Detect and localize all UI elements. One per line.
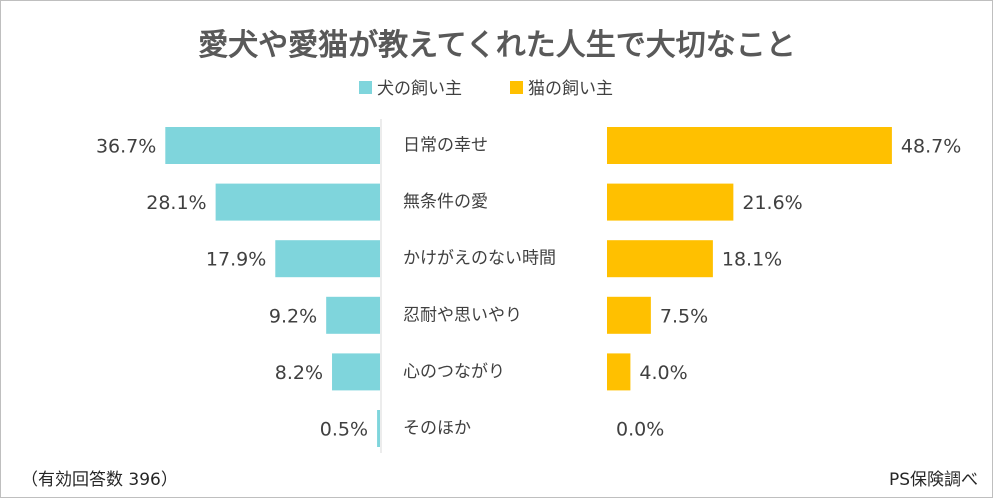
- cat-bar: [607, 296, 651, 334]
- category-label: かけがえのない時間: [403, 249, 556, 269]
- cat-bar: [607, 240, 713, 278]
- dog-value-label: 0.5%: [320, 419, 368, 441]
- dog-bar: [377, 410, 380, 447]
- cat-value-label: 4.0%: [639, 362, 687, 384]
- dog-value-label: 36.7%: [96, 136, 156, 158]
- dog-bar: [165, 127, 380, 164]
- category-label: そのほか: [403, 419, 471, 439]
- category-label: 忍耐や思いやり: [403, 305, 522, 325]
- legend-label-cat: 猫の飼い主: [528, 79, 613, 99]
- dog-bar: [215, 183, 380, 221]
- source-note: PS保険調べ: [888, 470, 978, 490]
- dog-bar: [275, 240, 380, 278]
- legend-swatch-cat: [510, 81, 523, 94]
- dog-value-label: 28.1%: [146, 192, 206, 214]
- cat-bar: [607, 183, 734, 221]
- cat-value-label: 21.6%: [742, 192, 802, 214]
- dog-bar: [332, 353, 380, 391]
- chart-title: 愛犬や愛猫が教えてくれた人生で大切なこと: [198, 28, 796, 63]
- cat-bar: [607, 127, 892, 164]
- cat-value-label: 48.7%: [901, 136, 961, 158]
- legend-label-dog: 犬の飼い主: [377, 79, 462, 99]
- cat-value-label: 18.1%: [722, 249, 782, 271]
- dog-bar: [326, 296, 380, 334]
- cat-bar: [607, 353, 631, 391]
- respondents-note: （有効回答数 396）: [21, 470, 178, 490]
- dog-value-label: 9.2%: [269, 305, 317, 327]
- category-label: 心のつながり: [403, 362, 505, 382]
- legend: 犬の飼い主 猫の飼い主: [359, 79, 613, 99]
- category-label: 無条件の愛: [403, 192, 488, 212]
- dog-value-label: 8.2%: [275, 362, 323, 384]
- dog-series: 36.7% 28.1% 17.9% 9.2% 8.2% 0.5%: [96, 127, 380, 447]
- dog-value-label: 17.9%: [206, 249, 266, 271]
- cat-value-label: 0.0%: [616, 419, 664, 441]
- category-label: 日常の幸せ: [403, 136, 488, 156]
- cat-series: 48.7% 21.6% 18.1% 7.5% 4.0% 0.0%: [607, 127, 961, 441]
- cat-value-label: 7.5%: [660, 305, 708, 327]
- legend-swatch-dog: [359, 81, 372, 94]
